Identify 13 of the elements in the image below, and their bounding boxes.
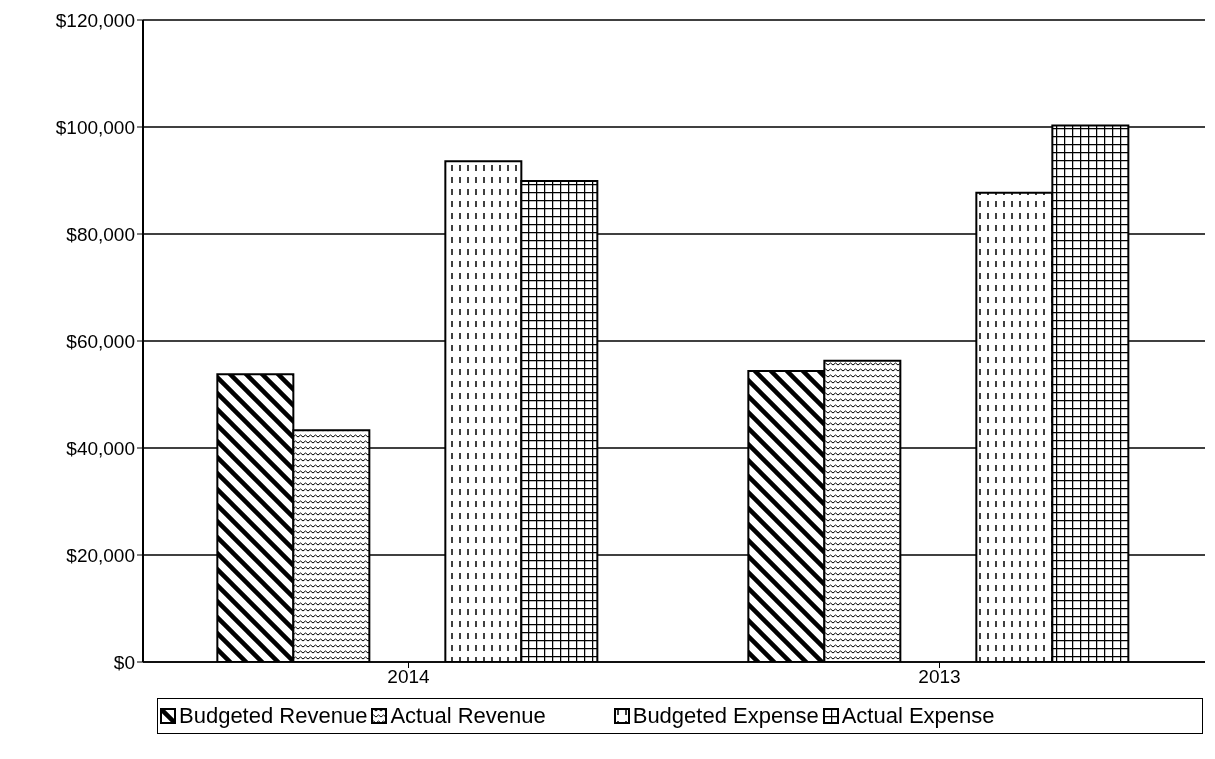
legend-label: Actual Expense <box>841 703 995 729</box>
x-tick-label: 2014 <box>387 666 431 688</box>
y-tick-label: $20,000 <box>66 544 135 566</box>
y-tick-label: $80,000 <box>66 223 135 245</box>
legend-label: Actual Revenue <box>390 703 546 729</box>
legend-label: Budgeted Revenue <box>179 703 368 729</box>
y-tick-label: $120,000 <box>55 9 135 31</box>
y-tick-label: $0 <box>113 651 135 673</box>
legend-label: Budgeted Expense <box>632 703 819 729</box>
y-tick-label: $40,000 <box>66 437 135 459</box>
y-tick-label: $60,000 <box>66 330 135 352</box>
y-tick-label: $100,000 <box>55 116 135 138</box>
x-tick-label: 2013 <box>918 666 961 688</box>
